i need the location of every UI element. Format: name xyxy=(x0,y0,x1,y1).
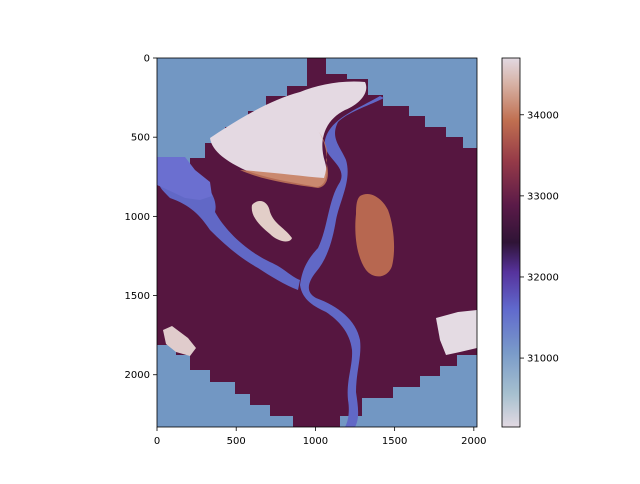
x-tick-label: 500 xyxy=(227,436,246,447)
region-highland-southeast xyxy=(436,310,477,355)
y-tick-label: 0 xyxy=(144,54,150,65)
x-tick-label: 1000 xyxy=(303,436,328,447)
region-ridge-east xyxy=(355,193,395,277)
x-tick-label: 2000 xyxy=(461,436,486,447)
colorbar-tick-label: 34000 xyxy=(527,110,559,121)
colorbar-tick-label: 33000 xyxy=(527,191,559,202)
heatmap-image xyxy=(157,58,477,427)
y-tick-label: 2000 xyxy=(125,370,150,381)
plot-frame xyxy=(156,57,478,428)
x-tick-label: 0 xyxy=(154,436,160,447)
colorbar-gradient xyxy=(501,57,521,428)
region-highland-southwest xyxy=(163,326,196,356)
y-tick-label: 1500 xyxy=(125,291,150,302)
region-west-lake xyxy=(157,157,212,200)
x-axis: 0 500 1000 1500 2000 xyxy=(154,427,487,447)
colorbar-tick-label: 31000 xyxy=(527,354,559,365)
colorbar-ticks: 31000 32000 33000 34000 xyxy=(520,110,559,365)
y-tick-label: 500 xyxy=(131,133,150,144)
region-ridge-central xyxy=(251,200,292,242)
x-tick-label: 1500 xyxy=(382,436,407,447)
y-axis: 0 500 1000 1500 2000 xyxy=(125,54,157,381)
region-highland-north xyxy=(210,81,367,187)
colorbar-tick-label: 32000 xyxy=(527,272,559,283)
region-highland-north-rim xyxy=(240,128,328,188)
colorbar: 31000 32000 33000 34000 xyxy=(501,57,559,428)
y-tick-label: 1000 xyxy=(125,212,150,223)
